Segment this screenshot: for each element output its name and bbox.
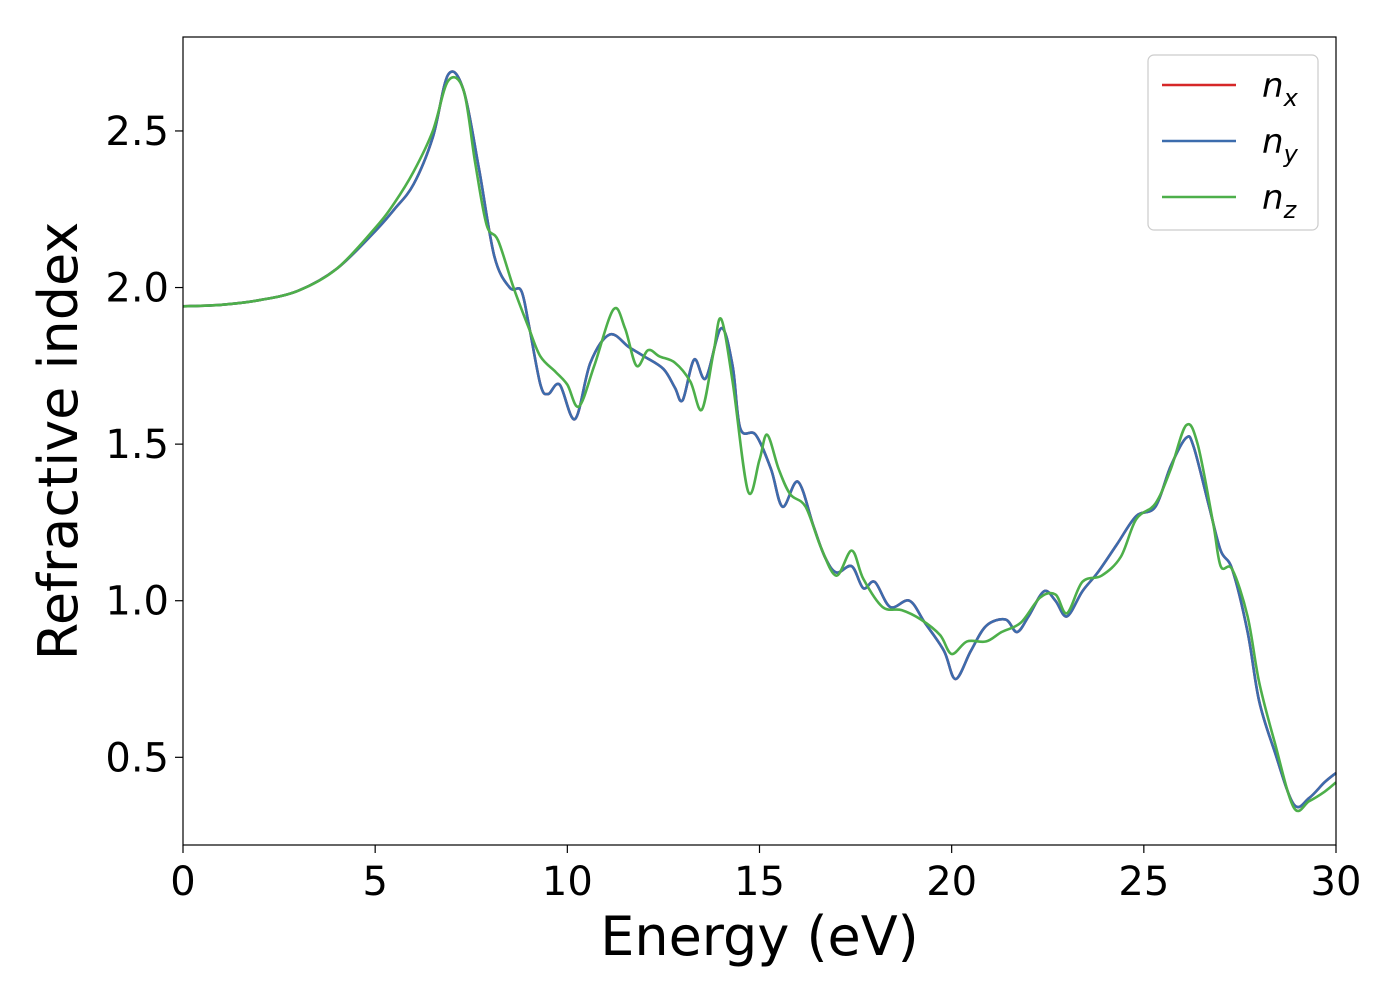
legend: nx ny nz	[1147, 54, 1319, 231]
legend-label-z: nz	[1262, 178, 1298, 224]
x-tick-label: 30	[1311, 859, 1362, 905]
y-tick-label: 0.5	[105, 735, 169, 781]
legend-box	[1147, 54, 1319, 231]
x-tick-label: 20	[926, 859, 977, 905]
legend-label-y: ny	[1262, 122, 1299, 168]
x-tick-label: 15	[734, 859, 785, 905]
y-tick-label: 2.0	[105, 266, 169, 312]
y-tick-label: 1.0	[105, 579, 169, 625]
x-tick-label: 0	[170, 859, 195, 905]
y-axis-ticks: 0.5 1.0 1.5 2.0 2.5	[105, 109, 183, 781]
y-tick-label: 2.5	[105, 109, 169, 155]
x-axis-ticks: 0 5 10 15 20 25 30	[170, 845, 1361, 905]
x-tick-label: 25	[1118, 859, 1169, 905]
y-tick-label: 1.5	[105, 422, 169, 468]
series-line-z	[182, 75, 1337, 813]
legend-label-x: nx	[1262, 66, 1299, 112]
x-axis-title: Energy (eV)	[600, 905, 919, 968]
x-tick-label: 5	[362, 859, 387, 905]
x-tick-label: 10	[542, 859, 593, 905]
series-lines	[182, 70, 1337, 813]
y-axis-title: Refractive index	[27, 222, 90, 661]
